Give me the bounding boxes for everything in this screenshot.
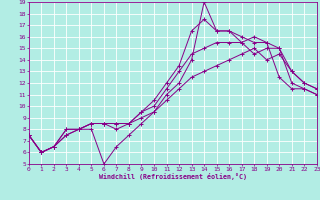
X-axis label: Windchill (Refroidissement éolien,°C): Windchill (Refroidissement éolien,°C) <box>99 173 247 180</box>
